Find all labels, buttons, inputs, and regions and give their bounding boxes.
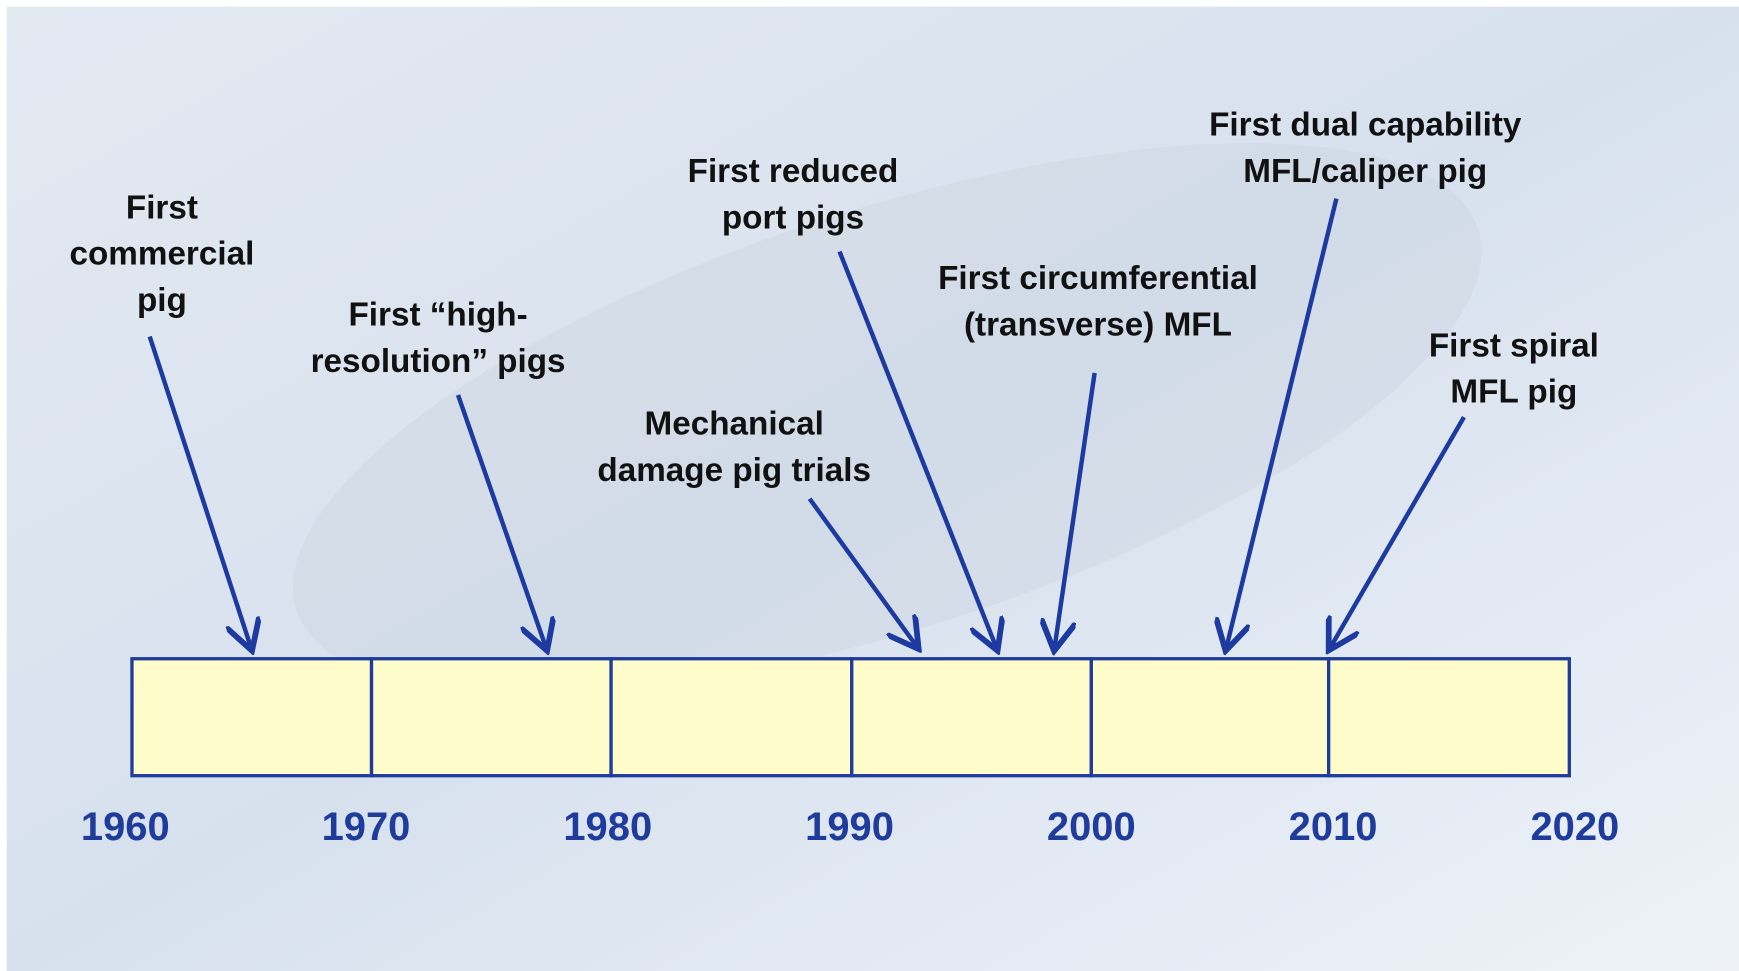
timeline-bar — [132, 659, 1569, 776]
year-label: 1970 — [322, 805, 411, 849]
year-label: 2020 — [1530, 805, 1619, 849]
decade-cell — [1329, 659, 1570, 776]
event-label: MFL pig — [1450, 374, 1577, 411]
event-label: port pigs — [722, 199, 864, 236]
year-label: 1980 — [563, 805, 652, 849]
event-label: First spiral — [1429, 327, 1599, 364]
page: {"timeline": { "years": ["1960", "1970",… — [0, 0, 1739, 971]
year-label: 2000 — [1047, 805, 1136, 849]
year-label: 1990 — [805, 805, 894, 849]
event-label: damage pig trials — [597, 452, 871, 489]
timeline-diagram: 1960 1970 1980 1990 2000 2010 2020 First commer… — [0, 0, 1739, 971]
decade-cell — [132, 659, 372, 776]
event-label: resolution” pigs — [311, 343, 566, 380]
event-label: First dual capability — [1209, 107, 1522, 144]
year-label: 1960 — [81, 805, 170, 849]
event-label: First — [126, 189, 198, 226]
event-label: First reduced — [688, 153, 899, 190]
event-label: commercial — [69, 236, 254, 273]
event-label: pig — [137, 282, 187, 319]
event-label: First “high- — [348, 296, 527, 333]
event-label: (transverse) MFL — [964, 306, 1232, 343]
event-label: Mechanical — [645, 406, 824, 443]
decade-cell — [611, 659, 852, 776]
decade-cell — [372, 659, 612, 776]
event-label: MFL/caliper pig — [1243, 153, 1487, 190]
decade-cell — [852, 659, 1092, 776]
year-label: 2010 — [1289, 805, 1378, 849]
event-label: First circumferential — [938, 260, 1258, 297]
decade-cell — [1091, 659, 1328, 776]
